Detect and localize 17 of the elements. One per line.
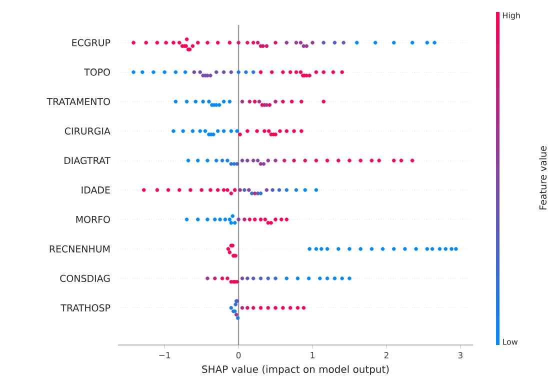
y-tick-label: ECGRUP [72,39,110,46]
y-tick-label: TRATHOSP [60,304,110,312]
y-tick-label: MORFO [76,216,110,224]
x-tick-label: 2 [384,352,388,358]
color-bar-title: Feature value [539,146,547,210]
x-tick-label: 0 [236,352,241,358]
x-tick-label: 1 [310,352,314,358]
y-tick-label: CONSDIAG [60,274,110,282]
y-tick-label: CIRURGIA [64,127,110,135]
y-tick-label: RECNENHUM [50,245,110,253]
x-tick-label: −1 [159,352,170,358]
x-axis-title: SHAP value (impact on model output) [202,365,389,375]
x-tick-label: 3 [458,352,462,358]
y-tick-label: TOPO [84,68,110,76]
y-tick-label: DIAGTRAT [64,156,111,164]
y-tick-label: TRATAMENTO [46,98,110,106]
y-tick-label: IDADE [82,186,110,194]
